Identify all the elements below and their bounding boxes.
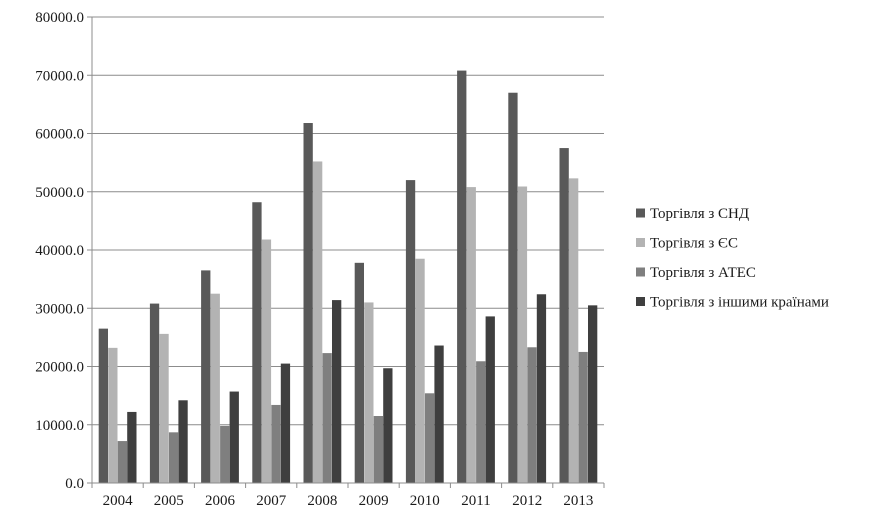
x-tick-label: 2011 (461, 493, 490, 509)
x-tick-label: 2010 (410, 493, 440, 509)
bar-0-9 (559, 148, 569, 483)
bar-2-9 (578, 351, 588, 483)
y-tick-label: 10000.0 (35, 418, 84, 434)
y-tick-label: 30000.0 (35, 301, 84, 317)
bar-1-4 (313, 161, 323, 483)
y-tick-label: 50000.0 (35, 185, 84, 201)
bar-0-5 (354, 262, 364, 483)
bar-2-7 (476, 361, 486, 483)
legend: Торгівля з СНД Торгівля з ЄС Торгівля з АТ… (636, 206, 829, 311)
bar-1-8 (517, 186, 528, 483)
y-tick-label: 0.0 (65, 476, 84, 492)
bar-3-3 (280, 363, 291, 483)
bar-2-0 (117, 441, 127, 483)
x-tick-label: 2008 (307, 493, 337, 509)
x-tick-label: 2012 (512, 493, 542, 509)
x-tick-label: 2005 (154, 493, 184, 509)
legend-swatch-0 (636, 208, 645, 218)
bar-3-0 (127, 411, 137, 483)
y-tick-labels: 0.0 10000.0 20000.0 30000.0 40000.0 50000.0 60… (35, 10, 84, 492)
x-tick-labels: 2004 2005 2006 2007 2008 2009 2010 2011 2012 2013 (103, 493, 594, 509)
bar-2-5 (373, 416, 383, 483)
y-tick-label: 70000.0 (35, 68, 84, 84)
bar-3-1 (178, 400, 188, 483)
axes (91, 17, 605, 488)
bar-2-1 (168, 432, 179, 483)
y-tick-label: 20000.0 (35, 360, 84, 376)
x-tick-label: 2013 (563, 493, 593, 509)
bar-1-6 (415, 258, 425, 483)
bar-3-2 (229, 391, 239, 483)
x-tick-label: 2004 (103, 493, 134, 509)
bar-1-5 (364, 302, 374, 483)
bar-1-9 (569, 178, 579, 484)
bar-3-5 (383, 368, 393, 483)
gridlines (87, 16, 604, 484)
y-tick-label: 80000.0 (35, 10, 84, 26)
bar-3-8 (536, 294, 547, 483)
bar-3-9 (588, 305, 598, 483)
legend-label-2: Торгівля з АТЕС (650, 265, 756, 281)
y-tick-label: 40000.0 (35, 243, 84, 259)
bar-0-6 (405, 180, 416, 483)
legend-swatch-3 (636, 297, 645, 306)
bar-2-3 (271, 404, 281, 483)
legend-swatch-1 (636, 238, 645, 247)
bar-2-2 (220, 425, 230, 483)
bar-1-3 (261, 239, 272, 483)
bar-0-8 (508, 92, 518, 483)
x-tick-label: 2007 (256, 493, 287, 509)
legend-label-1: Торгівля з ЄС (650, 236, 738, 252)
legend-swatch-2 (636, 267, 645, 277)
bar-0-3 (252, 202, 262, 484)
bar-0-2 (201, 270, 211, 483)
bar-2-8 (527, 347, 537, 483)
bar-0-0 (98, 328, 108, 483)
bar-2-6 (424, 393, 435, 483)
bar-0-4 (303, 123, 313, 483)
x-tick-label: 2009 (359, 493, 389, 509)
bar-3-4 (332, 300, 342, 483)
x-tick-label: 2006 (205, 493, 236, 509)
legend-label-0: Торгівля з СНД (650, 206, 749, 222)
bar-3-6 (434, 345, 444, 483)
bar-0-7 (457, 70, 467, 483)
bar-3-7 (485, 316, 495, 483)
y-tick-label: 60000.0 (35, 127, 84, 143)
bars (98, 70, 598, 484)
bar-1-1 (159, 333, 169, 483)
bar-0-1 (149, 303, 160, 483)
bar-1-7 (466, 187, 476, 483)
bar-2-4 (322, 353, 332, 483)
bar-1-0 (108, 347, 118, 483)
legend-label-3: Торгівля з іншими країнами (650, 295, 829, 311)
bar-1-2 (210, 293, 220, 483)
